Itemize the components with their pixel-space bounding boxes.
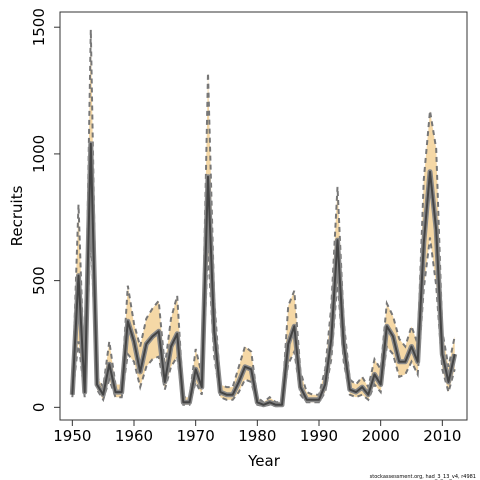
plot-frame	[59, 11, 468, 421]
y-tick-label: 500	[30, 266, 48, 295]
x-axis-title: Year	[247, 452, 281, 470]
y-axis-title: Recruits	[8, 185, 26, 246]
x-tick-label: 2000	[362, 427, 400, 445]
y-axis: 0 500 1000 1500	[30, 8, 60, 412]
x-tick-label: 2010	[423, 427, 461, 445]
x-axis: 1950 1960 1970 1980 1990 2000 2010	[53, 420, 461, 445]
y-tick-label: 1000	[30, 135, 48, 173]
x-tick-label: 1980	[238, 427, 276, 445]
lower-bound-line	[71, 229, 456, 408]
x-tick-label: 1970	[177, 427, 215, 445]
x-tick-label: 1960	[115, 427, 153, 445]
y-tick-label: 0	[30, 403, 48, 413]
x-tick-label: 1990	[300, 427, 338, 445]
y-tick-label: 1500	[30, 8, 48, 46]
estimate-line	[71, 142, 456, 406]
footnote: stockassessment.org, had_3_13_v4, r4981	[370, 474, 476, 480]
x-tick-label: 1950	[53, 427, 91, 445]
